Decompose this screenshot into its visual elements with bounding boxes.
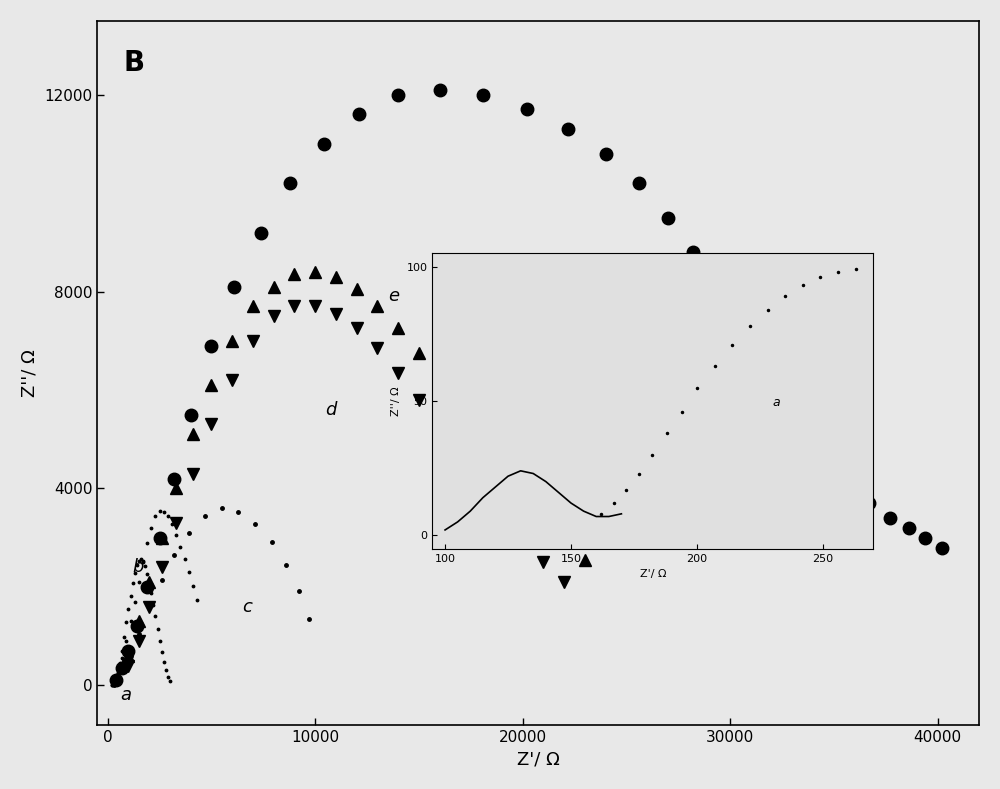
- X-axis label: Z'/ Ω: Z'/ Ω: [517, 750, 560, 768]
- Y-axis label: Z''/ Ω: Z''/ Ω: [21, 349, 39, 397]
- Text: f: f: [720, 287, 726, 305]
- Text: c: c: [243, 597, 252, 615]
- Text: d: d: [326, 401, 337, 419]
- Text: B: B: [124, 49, 145, 77]
- Text: a: a: [120, 686, 131, 704]
- Text: b: b: [133, 558, 144, 576]
- Text: e: e: [388, 287, 399, 305]
